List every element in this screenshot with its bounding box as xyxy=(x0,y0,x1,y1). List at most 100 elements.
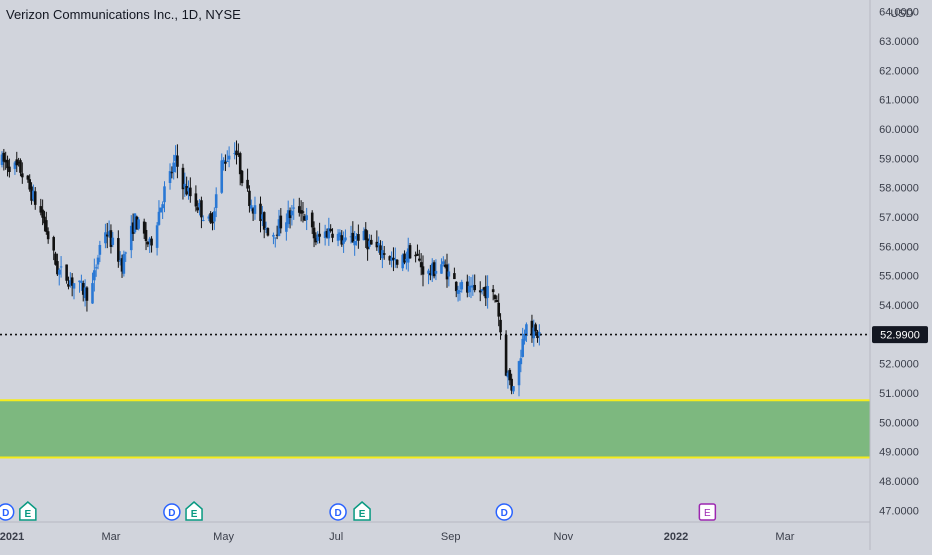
candle-body xyxy=(262,212,266,230)
time-tick-label: May xyxy=(213,531,234,543)
earnings-marker[interactable]: E xyxy=(19,501,37,521)
candle-body xyxy=(148,238,152,243)
candle-body xyxy=(98,244,102,255)
candle xyxy=(408,242,412,259)
dividend-marker[interactable]: D xyxy=(163,503,181,521)
candle xyxy=(146,241,150,248)
candle-body xyxy=(538,332,541,336)
candle xyxy=(261,205,264,227)
candle-body xyxy=(224,161,227,164)
last-price-badge-background xyxy=(872,326,928,344)
candle xyxy=(142,218,146,239)
candle xyxy=(292,198,296,220)
candle xyxy=(388,255,392,265)
event-label: E xyxy=(359,509,366,520)
candle xyxy=(331,228,334,243)
price-tick-label: 47.0000 xyxy=(879,505,919,517)
earnings-icon xyxy=(19,501,37,521)
candle-body xyxy=(536,331,539,339)
candle xyxy=(519,349,523,373)
event-label: D xyxy=(168,508,175,519)
candle-body xyxy=(521,338,525,357)
candle xyxy=(375,230,379,251)
candle xyxy=(6,155,9,177)
candle xyxy=(534,322,537,336)
candle-body xyxy=(421,266,425,275)
candle xyxy=(266,227,270,237)
candle-body xyxy=(209,213,212,223)
candle xyxy=(504,330,508,377)
price-tick-label: 61.0000 xyxy=(879,95,919,107)
candle xyxy=(484,275,488,307)
candle-body xyxy=(430,263,434,276)
candle-body xyxy=(504,334,508,376)
candle xyxy=(85,286,89,312)
candle-body xyxy=(26,175,30,180)
candle-body xyxy=(288,210,292,219)
candle-body xyxy=(211,221,214,224)
event-label: E xyxy=(704,508,711,519)
candle-body xyxy=(279,215,283,229)
candle xyxy=(168,163,172,190)
candle-body xyxy=(471,285,475,288)
candle-body xyxy=(117,238,120,262)
candle-body xyxy=(329,228,332,232)
candle xyxy=(454,281,458,298)
time-tick-label: Mar xyxy=(101,531,120,543)
candle-body xyxy=(249,205,253,209)
candle xyxy=(406,237,410,272)
chart-title: Verizon Communications Inc., 1D, NYSE xyxy=(6,7,241,22)
candle-body xyxy=(277,219,281,237)
candle-body xyxy=(419,262,423,268)
candle-body xyxy=(355,236,358,240)
candle-body xyxy=(131,222,135,234)
price-tick-label: 52.0000 xyxy=(879,359,919,371)
candle-body xyxy=(310,212,314,228)
dividend-marker[interactable]: D xyxy=(329,503,347,521)
earnings-marker[interactable]: E xyxy=(698,503,717,521)
candle xyxy=(403,250,406,265)
candle xyxy=(275,225,279,240)
candle-body xyxy=(227,155,231,160)
candle xyxy=(453,267,456,280)
candle-body xyxy=(292,207,296,209)
candle xyxy=(249,199,253,212)
candle-body xyxy=(238,153,242,175)
candle xyxy=(342,231,345,253)
candle-body xyxy=(366,238,369,250)
candle-body xyxy=(493,295,497,300)
candle xyxy=(238,151,242,186)
dividend-marker[interactable]: D xyxy=(0,503,15,521)
candle xyxy=(414,251,417,263)
candle xyxy=(353,230,356,256)
candle-body xyxy=(81,283,85,295)
candle xyxy=(445,253,449,288)
candle-body xyxy=(69,280,72,285)
candle xyxy=(0,151,4,168)
candle-body xyxy=(349,236,353,238)
candle xyxy=(118,251,122,266)
candle xyxy=(314,232,318,246)
candle xyxy=(227,146,231,168)
dividend-marker[interactable]: D xyxy=(495,503,513,521)
candle xyxy=(144,222,148,251)
candle xyxy=(297,197,301,217)
candle-body xyxy=(135,216,139,230)
earnings-marker[interactable]: E xyxy=(353,501,371,521)
dividend-icon xyxy=(163,503,181,521)
candle-body xyxy=(70,277,74,286)
candle-body xyxy=(104,232,107,244)
last-price-badge: 52.9900 xyxy=(872,326,928,344)
candle xyxy=(150,236,153,253)
candle-body xyxy=(43,216,46,224)
candle-body xyxy=(214,194,218,208)
candle-body xyxy=(392,257,395,260)
time-axis[interactable]: 2021 Mar May Jul Sep Nov 2022 Mar xyxy=(0,531,795,543)
candle-body xyxy=(517,361,521,386)
earnings-marker[interactable]: E xyxy=(185,501,203,521)
candle xyxy=(362,227,366,241)
candle xyxy=(155,222,159,256)
candle-body xyxy=(133,213,137,233)
candle xyxy=(220,153,224,194)
